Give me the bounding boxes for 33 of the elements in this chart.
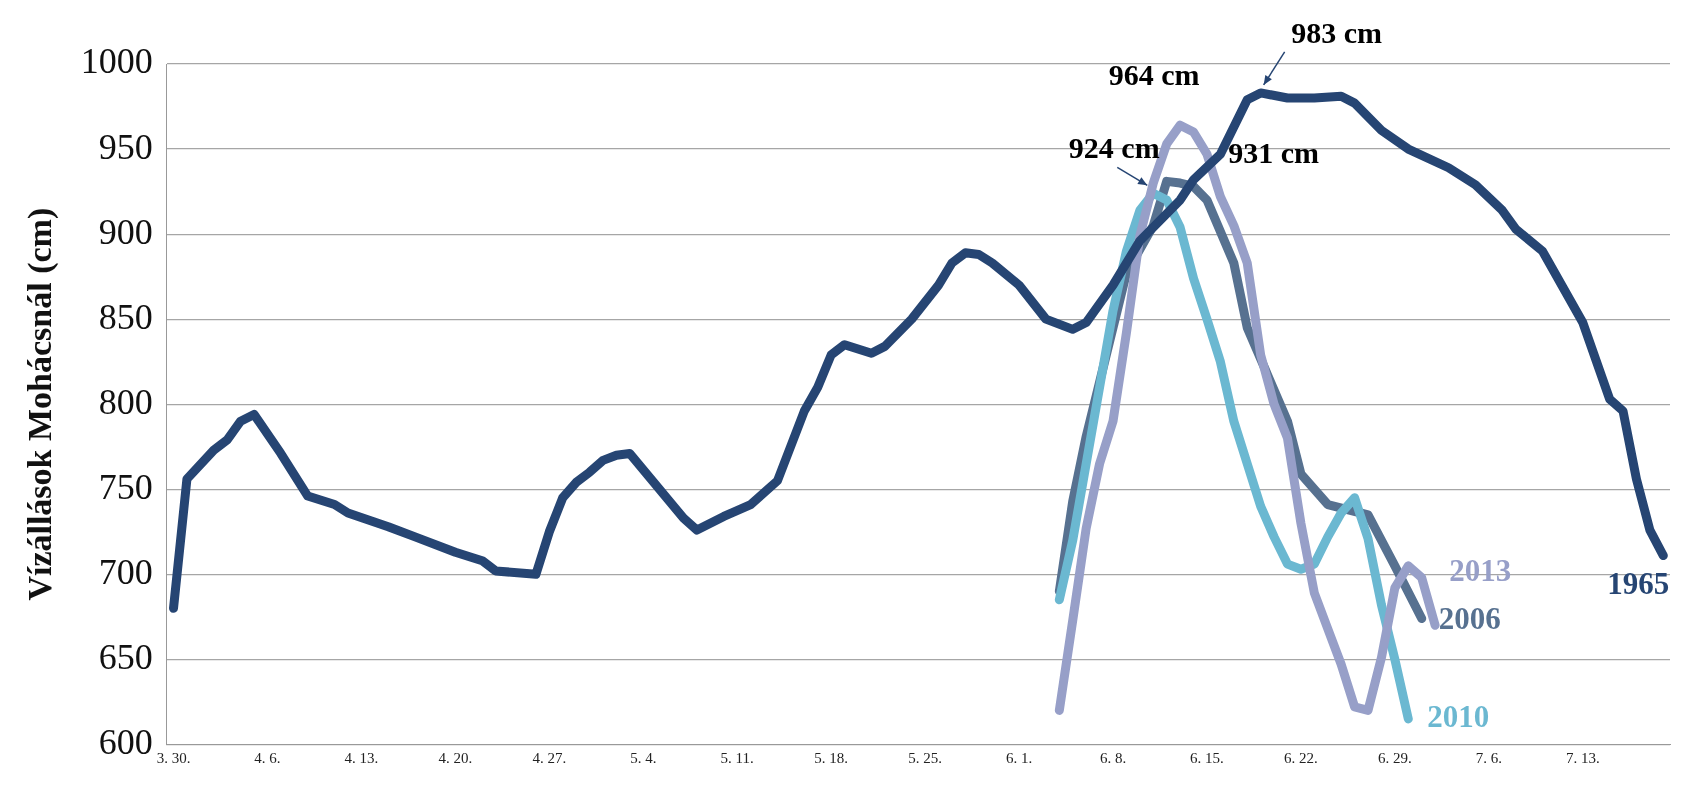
series-label: 2006 <box>1438 600 1501 636</box>
x-tick-label: 4. 13. <box>344 750 379 767</box>
x-tick-label: 4. 27. <box>532 750 567 767</box>
annotation: 924 cm <box>1068 131 1160 165</box>
x-tick-label: 6. 22. <box>1284 750 1318 767</box>
x-tick-label: 4. 6. <box>254 750 281 767</box>
y-tick-label: 600 <box>98 721 153 762</box>
x-tick-label: 5. 18. <box>814 750 849 767</box>
text: 983 cm <box>1291 15 1383 49</box>
x-tick-label: 6. 1. <box>1005 750 1033 767</box>
y-tick-label: 950 <box>98 126 153 167</box>
x-tick-label: 3. 30. <box>156 750 191 767</box>
y-tick-label: 900 <box>98 211 153 252</box>
series-label: 2010 <box>1427 698 1490 734</box>
annotation: 931 cm <box>1228 136 1320 170</box>
y-tick-label: 650 <box>98 636 153 677</box>
x-tick-label: 5. 4. <box>630 750 657 767</box>
x-tick-label: 6. 15. <box>1190 750 1224 767</box>
y-tick-label: 700 <box>98 551 153 592</box>
annotation: 964 cm <box>1108 57 1200 91</box>
x-tick-label: 4. 20. <box>438 750 473 767</box>
series-label: 1965 <box>1607 565 1670 601</box>
x-tick-label: 7. 13. <box>1565 750 1600 767</box>
y-axis-title: Vízállások Mohácsnál (cm) <box>21 207 60 601</box>
x-tick-label: 5. 11. <box>720 750 754 767</box>
y-tick-label: 800 <box>98 381 153 422</box>
y-tick-label: 1000 <box>80 41 153 82</box>
x-tick-label: 6. 8. <box>1099 750 1127 767</box>
x-tick-label: 5. 25. <box>908 750 942 767</box>
x-tick-label: 6. 29. <box>1377 750 1412 767</box>
y-tick-label: 750 <box>98 466 153 507</box>
y-tick-label: 850 <box>98 296 153 337</box>
x-tick-label: 7. 6. <box>1475 750 1502 767</box>
